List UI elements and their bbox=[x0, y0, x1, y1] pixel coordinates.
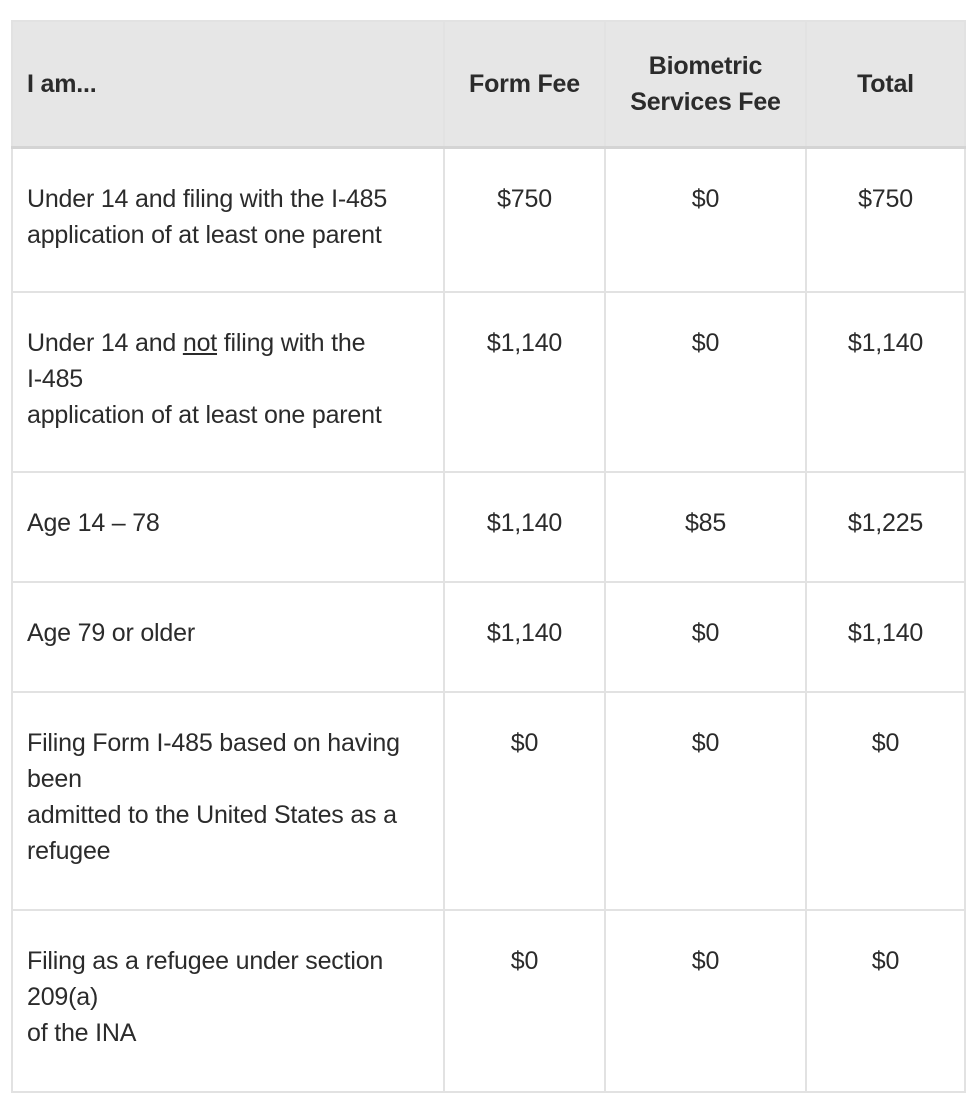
form-fee-cell: $1,140 bbox=[443, 291, 606, 473]
description-line: Age 14 – 78 bbox=[27, 509, 160, 537]
biometric-fee-cell: $0 bbox=[604, 291, 807, 473]
total-cell: $0 bbox=[805, 691, 966, 911]
description-line: Under 14 and not filing with the bbox=[27, 325, 431, 361]
table-row: Filing Form I-485 based on having been a… bbox=[11, 691, 966, 911]
table-row: Under 14 and not filing with the I-485 a… bbox=[11, 291, 966, 473]
total-cell: $1,225 bbox=[805, 471, 966, 583]
row-description: Under 14 and not filing with the I-485 a… bbox=[11, 291, 445, 473]
total-cell: $0 bbox=[805, 909, 966, 1093]
table-header: I am... Form Fee Biometric Services Fee … bbox=[11, 20, 966, 149]
form-fee-cell: $1,140 bbox=[443, 471, 606, 583]
description-line: 209(a) bbox=[27, 983, 99, 1011]
total-cell: $750 bbox=[805, 146, 966, 293]
description-text: filing with the bbox=[217, 329, 366, 357]
header-biometric-line1: Biometric bbox=[648, 52, 763, 80]
table-row: Age 79 or older $1,140 $0 $1,140 bbox=[11, 581, 966, 693]
fee-table: I am... Form Fee Biometric Services Fee … bbox=[11, 20, 966, 1093]
table-row: Age 14 – 78 $1,140 $85 $1,225 bbox=[11, 471, 966, 583]
row-description: Age 79 or older bbox=[11, 581, 445, 693]
description-line: application of at least one parent bbox=[27, 221, 382, 249]
form-fee-cell: $1,140 bbox=[443, 581, 606, 693]
row-description: Under 14 and filing with the I-485 appli… bbox=[11, 146, 445, 293]
description-line: of the INA bbox=[27, 1019, 137, 1047]
underlined-not-text: not bbox=[182, 329, 218, 357]
description-line: I-485 bbox=[27, 365, 83, 393]
biometric-fee-cell: $85 bbox=[604, 471, 807, 583]
biometric-fee-cell: $0 bbox=[604, 581, 807, 693]
description-text: Under 14 and bbox=[27, 329, 183, 357]
row-description: Age 14 – 78 bbox=[11, 471, 445, 583]
biometric-fee-cell: $0 bbox=[604, 691, 807, 911]
description-line: Under 14 and filing with the I-485 bbox=[27, 185, 388, 213]
header-i-am: I am... bbox=[11, 20, 445, 149]
row-description: Filing Form I-485 based on having been a… bbox=[11, 691, 445, 911]
fee-table-container: I am... Form Fee Biometric Services Fee … bbox=[11, 20, 966, 1093]
header-form-fee: Form Fee bbox=[443, 20, 606, 149]
description-line: admitted to the United States as a bbox=[27, 801, 397, 829]
form-fee-cell: $750 bbox=[443, 146, 606, 293]
biometric-fee-cell: $0 bbox=[604, 909, 807, 1093]
form-fee-cell: $0 bbox=[443, 691, 606, 911]
header-total: Total bbox=[805, 20, 966, 149]
table-row: Filing as a refugee under section 209(a)… bbox=[11, 909, 966, 1093]
description-line: refugee bbox=[27, 837, 111, 865]
description-line: Filing as a refugee under section bbox=[27, 947, 384, 975]
description-line: application of at least one parent bbox=[27, 401, 382, 429]
row-description: Filing as a refugee under section 209(a)… bbox=[11, 909, 445, 1093]
header-biometric-services-fee: Biometric Services Fee bbox=[604, 20, 807, 149]
header-biometric-line2: Services Fee bbox=[630, 88, 781, 116]
description-line: been bbox=[27, 765, 82, 793]
description-line: Filing Form I-485 based on having bbox=[27, 729, 400, 757]
total-cell: $1,140 bbox=[805, 581, 966, 693]
total-cell: $1,140 bbox=[805, 291, 966, 473]
table-body: Under 14 and filing with the I-485 appli… bbox=[11, 146, 966, 1093]
description-line: Age 79 or older bbox=[27, 619, 195, 647]
biometric-fee-cell: $0 bbox=[604, 146, 807, 293]
table-row: Under 14 and filing with the I-485 appli… bbox=[11, 146, 966, 293]
form-fee-cell: $0 bbox=[443, 909, 606, 1093]
header-row: I am... Form Fee Biometric Services Fee … bbox=[11, 20, 966, 149]
